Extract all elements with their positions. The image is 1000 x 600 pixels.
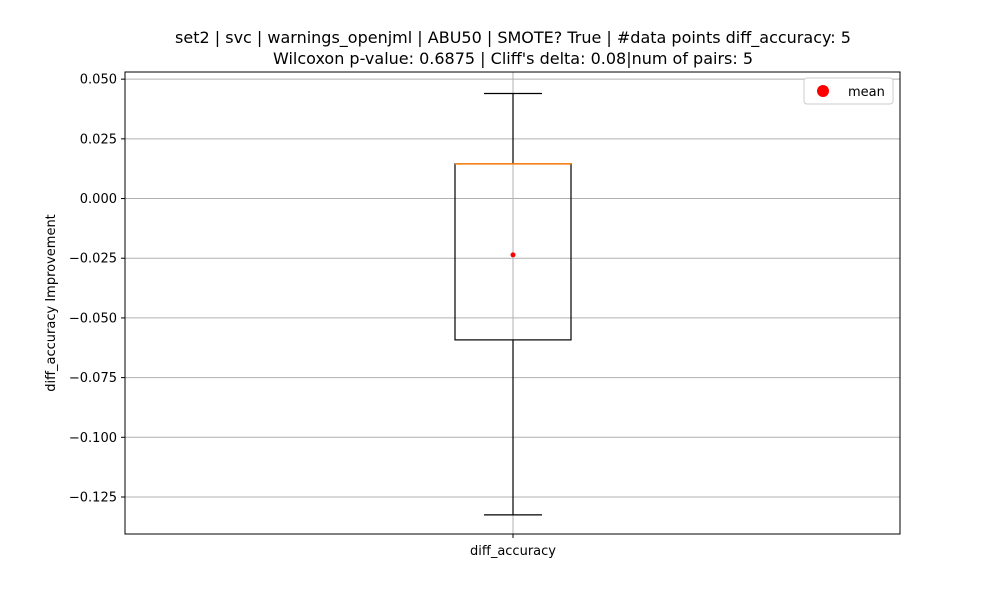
y-tick-label: −0.075 — [69, 371, 117, 386]
y-tick-label: −0.025 — [69, 252, 117, 267]
chart-title-line1: set2 | svc | warnings_openjml | ABU50 | … — [175, 28, 851, 48]
y-tick-label: 0.025 — [80, 132, 117, 147]
y-tick-label: 0.050 — [80, 73, 117, 88]
chart-title-line2: Wilcoxon p-value: 0.6875 | Cliff's delta… — [273, 49, 753, 68]
x-tick-label: diff_accuracy — [470, 544, 556, 559]
legend: mean — [803, 77, 894, 105]
y-tick-label: −0.050 — [69, 311, 117, 326]
plot-area — [454, 92, 572, 516]
x-axis: diff_accuracy — [470, 534, 556, 559]
mean-marker — [510, 252, 516, 258]
legend-mean-label: mean — [848, 85, 885, 100]
y-axis: 0.050 0.025 0.000 −0.025 −0.050 −0.075 −0.100 −… — [69, 73, 125, 505]
y-tick-label: −0.100 — [69, 431, 117, 446]
legend-mean-marker — [817, 85, 829, 97]
y-tick-label: 0.000 — [80, 192, 117, 207]
y-axis-label: diff_accuracy Improvement — [44, 214, 59, 392]
y-tick-label: −0.125 — [69, 490, 117, 505]
legend-frame — [803, 77, 894, 105]
